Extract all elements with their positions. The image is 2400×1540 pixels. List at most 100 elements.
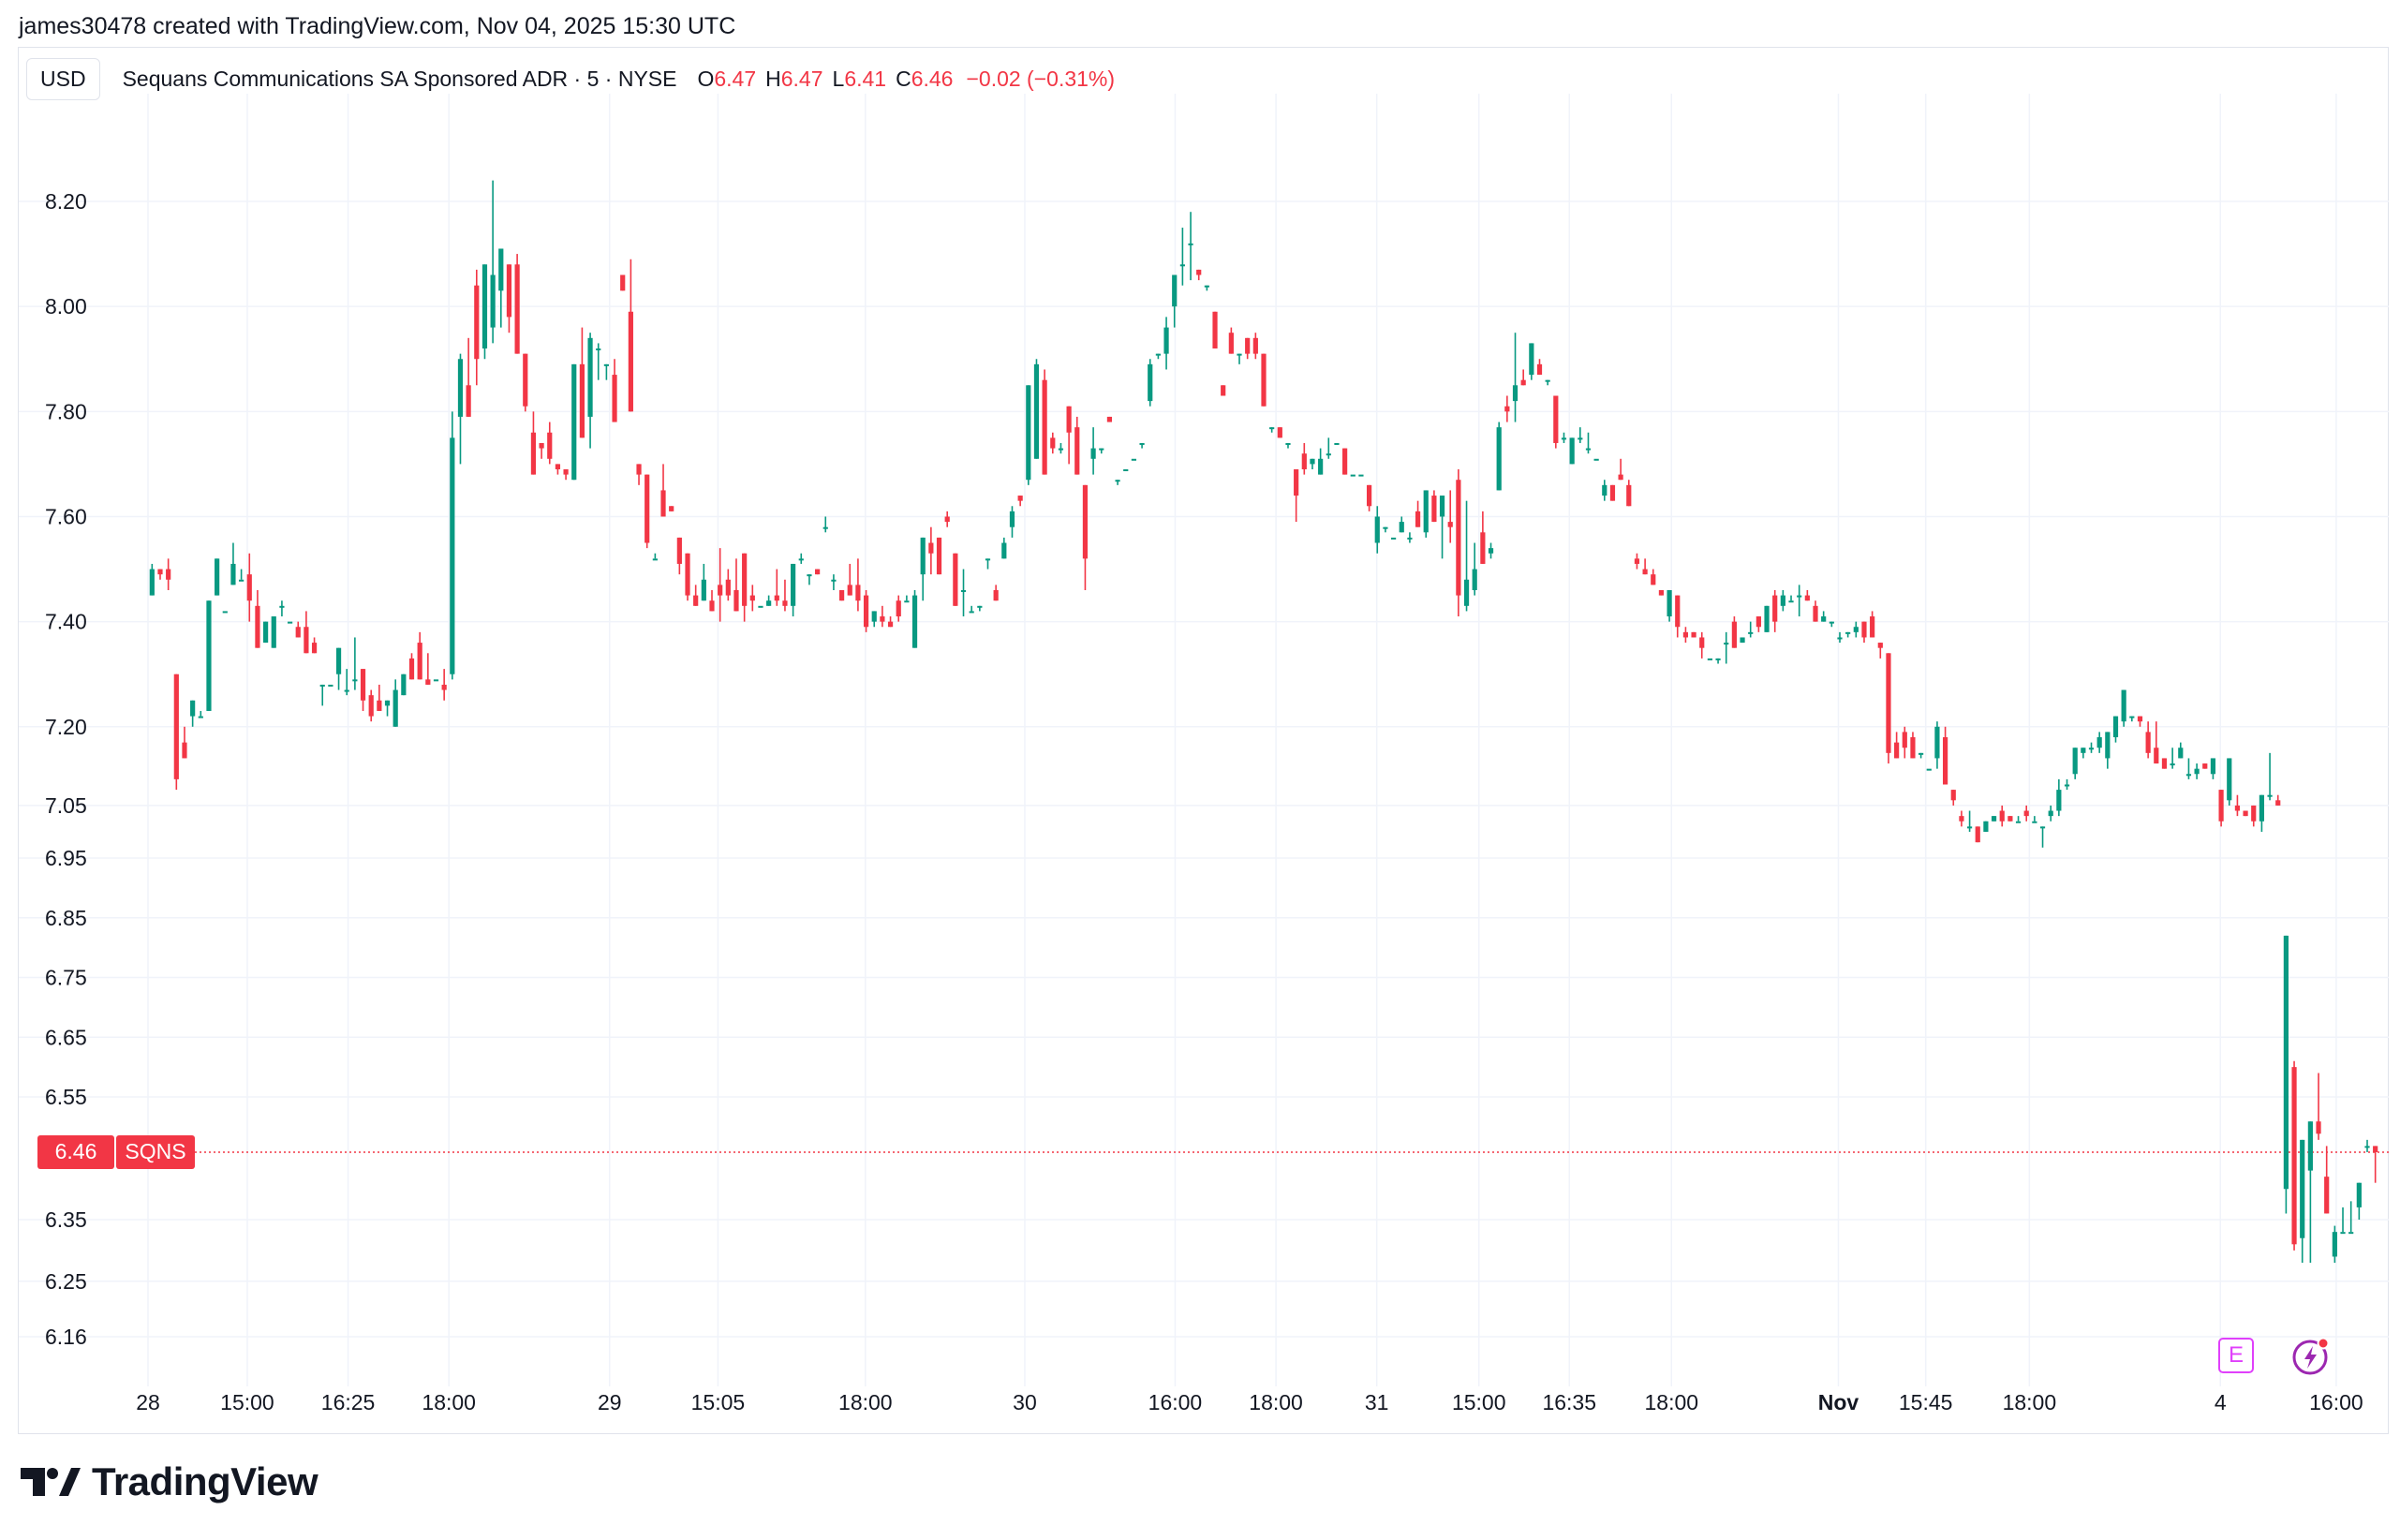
candle xyxy=(2088,742,2095,753)
candle xyxy=(1042,369,1047,475)
candle-body xyxy=(2316,1121,2321,1134)
candle-body xyxy=(1066,406,1072,433)
candle-body xyxy=(246,574,252,601)
candle-body xyxy=(1261,353,1267,407)
candle-body xyxy=(2251,805,2257,822)
candle xyxy=(815,569,821,575)
candle-body xyxy=(1886,653,1891,753)
candle-body xyxy=(2194,768,2200,775)
candle-body xyxy=(1017,496,1023,501)
candle-body xyxy=(506,264,512,318)
candle xyxy=(1569,437,1575,465)
candle-body xyxy=(2096,737,2102,748)
candle-body xyxy=(481,264,488,349)
candle xyxy=(1082,484,1089,590)
candle-body xyxy=(523,353,528,407)
candle xyxy=(871,611,877,628)
candle-body xyxy=(993,589,999,601)
candle xyxy=(1919,752,1924,759)
candle-body xyxy=(791,563,796,606)
candle xyxy=(1472,542,1477,596)
tradingview-logo[interactable]: TradingView xyxy=(21,1459,319,1504)
candle-body xyxy=(466,385,471,417)
candle xyxy=(1821,611,1827,622)
candle xyxy=(2340,1207,2346,1235)
candle-body xyxy=(742,553,748,606)
y-tick-label: 6.65 xyxy=(45,1025,87,1049)
earnings-e-icon[interactable]: E xyxy=(2218,1338,2254,1373)
candle-body xyxy=(311,643,318,654)
candle xyxy=(1334,442,1340,445)
candle xyxy=(1983,821,1989,832)
candle xyxy=(1991,816,1997,822)
candle xyxy=(239,569,244,582)
candle-body xyxy=(1682,631,1689,638)
candle xyxy=(2121,689,2126,727)
candle-body xyxy=(360,669,366,701)
candle xyxy=(2267,752,2273,801)
candle xyxy=(1682,627,1689,644)
candle-body xyxy=(215,558,220,596)
candle-body xyxy=(620,274,626,291)
candle xyxy=(1148,359,1153,407)
candle-body xyxy=(1115,480,1120,482)
candle-body xyxy=(1252,337,1258,354)
candle-body xyxy=(384,700,391,706)
candle-body xyxy=(1829,621,1834,624)
candle-body xyxy=(1707,658,1712,660)
candle xyxy=(1634,553,1640,570)
candle-body xyxy=(628,311,633,412)
candle xyxy=(1342,448,1348,475)
candle xyxy=(2283,935,2289,1214)
candle-body xyxy=(1578,437,1583,440)
candle-body xyxy=(2048,810,2053,817)
x-tick-label: 15:45 xyxy=(1899,1390,1953,1414)
candle-body xyxy=(1172,274,1178,307)
candle xyxy=(822,516,828,533)
candle-body xyxy=(1675,595,1681,628)
candle xyxy=(1367,484,1372,511)
candle-body xyxy=(198,716,203,718)
candle xyxy=(1902,726,1907,759)
x-tick-label: 18:00 xyxy=(1644,1390,1698,1414)
candle xyxy=(571,363,577,481)
candle xyxy=(863,589,869,632)
candle-body xyxy=(766,600,772,606)
candle-body xyxy=(1212,311,1218,349)
candle-body xyxy=(2112,716,2119,738)
candle-body xyxy=(969,611,974,614)
currency-button[interactable]: USD xyxy=(26,58,100,100)
candle-body xyxy=(1009,511,1015,527)
symbol-title[interactable]: Sequans Communications SA Sponsored ADR … xyxy=(122,67,677,91)
candle-body xyxy=(457,359,464,417)
candle xyxy=(2218,790,2224,827)
candle xyxy=(1294,469,1299,523)
candle xyxy=(2048,805,2053,822)
candle xyxy=(620,274,626,291)
candle xyxy=(669,506,674,511)
candle xyxy=(1764,605,1770,632)
candle-body xyxy=(262,621,269,644)
price-value-bg xyxy=(37,1135,114,1169)
candle-body xyxy=(822,526,828,529)
candle xyxy=(255,589,260,648)
candle xyxy=(1447,490,1453,543)
candle xyxy=(1837,631,1843,644)
candle xyxy=(1009,506,1015,538)
candle xyxy=(1415,500,1421,527)
lightning-icon[interactable] xyxy=(2291,1335,2333,1376)
candle xyxy=(384,700,391,717)
candle xyxy=(271,616,276,648)
candle xyxy=(466,337,471,417)
candle xyxy=(474,269,480,386)
candle-body xyxy=(960,589,967,592)
candle-body xyxy=(1188,243,1193,245)
candle-body xyxy=(1724,643,1729,645)
candle xyxy=(1488,542,1494,559)
candle-body xyxy=(911,595,918,648)
candle xyxy=(1188,212,1193,281)
candle xyxy=(2234,794,2241,817)
candle-body xyxy=(1593,458,1599,461)
candle xyxy=(920,537,926,601)
